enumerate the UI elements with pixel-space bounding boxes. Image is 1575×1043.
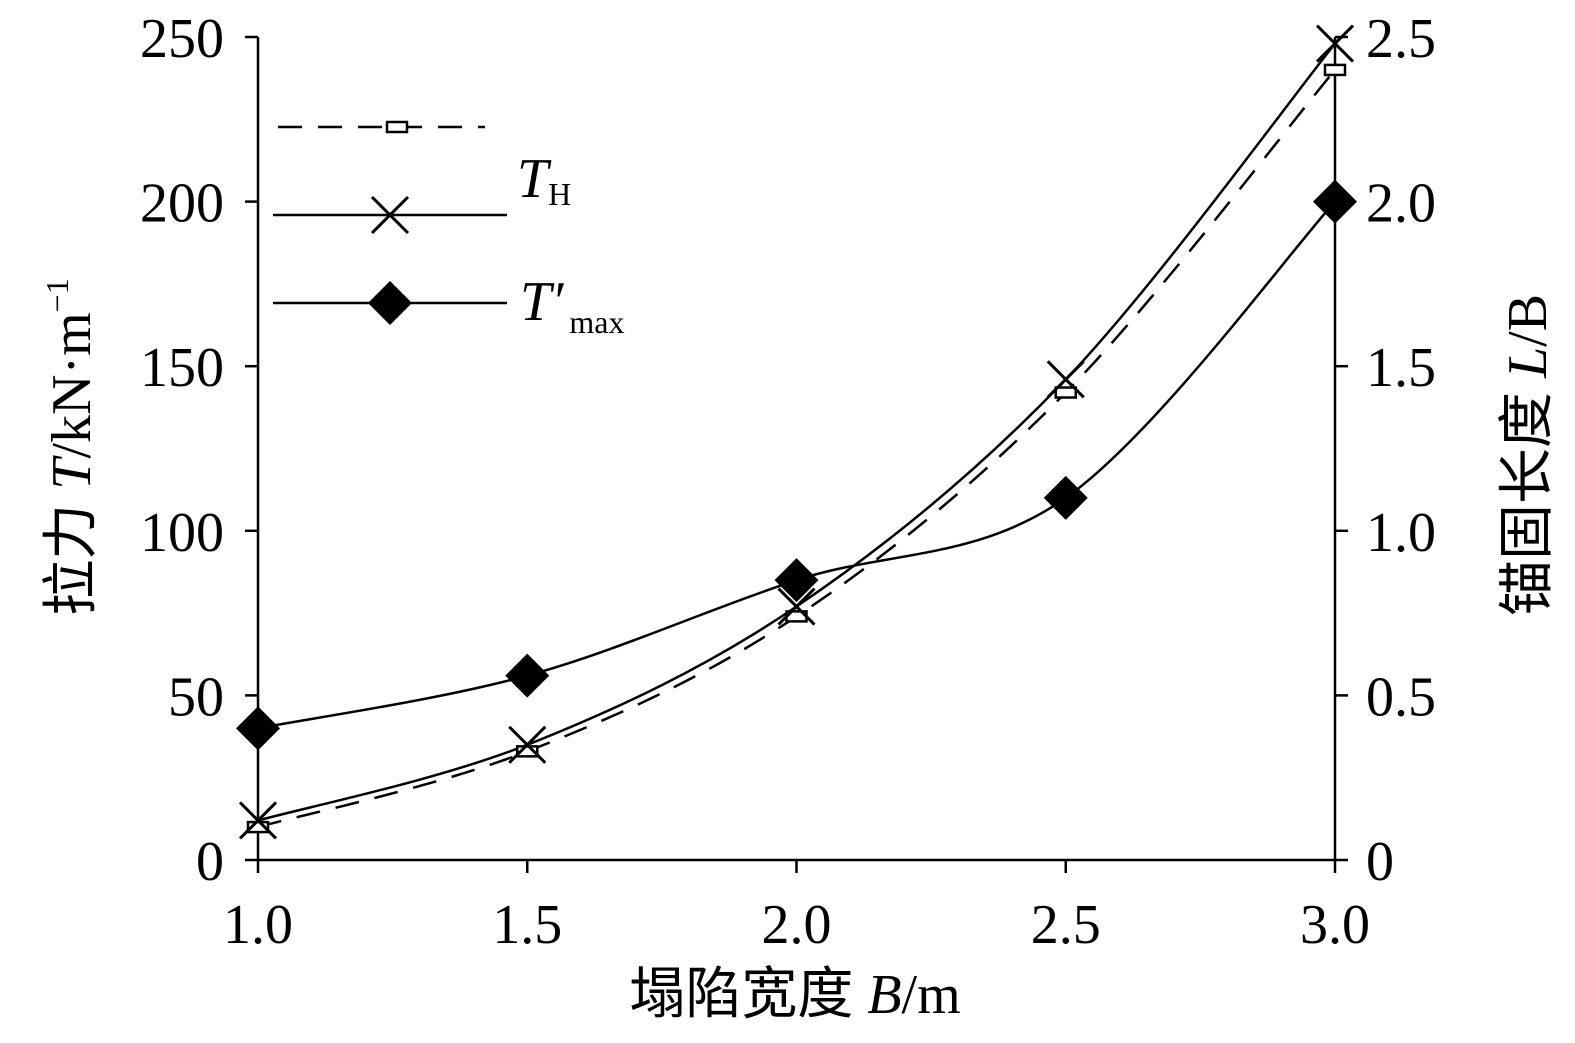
series-line-unlabeled	[257, 69, 1336, 829]
right-y-axis-title: 锚固长度 L/B	[1497, 294, 1559, 616]
series-lines	[257, 42, 1336, 829]
data-point-t-h	[777, 587, 816, 626]
y-axis-title-variable: T	[41, 455, 103, 490]
y-tick-label: 150	[140, 337, 224, 399]
legend-label-subscript: H	[548, 176, 571, 212]
x-tick-label: 1.0	[223, 894, 293, 956]
legend-label-t-h: TH	[517, 148, 571, 212]
y2-tick-label: 2.5	[1366, 8, 1436, 70]
data-point-t-max	[774, 558, 819, 603]
x-axis-title-variable: B	[867, 964, 901, 1026]
legend-label-subscript: max	[569, 304, 624, 340]
legend-entry-t-h: TH	[273, 148, 571, 235]
legend-entry-unlabeled	[278, 120, 485, 134]
series-markers	[236, 24, 1357, 840]
x-tick-label: 1.5	[492, 894, 562, 956]
y-axis-title-unit: /kN·m	[41, 312, 103, 458]
y-tick-label: 100	[140, 502, 224, 564]
data-point-t-max	[236, 706, 280, 751]
data-point-t-max	[1043, 475, 1088, 520]
y2-axis-title-variable: L	[1497, 347, 1559, 379]
data-point-t-h	[1046, 360, 1085, 399]
y2-axis-title-text: 锚固长度	[1497, 392, 1559, 616]
y-tick-label: 250	[140, 8, 224, 70]
data-point-t-h	[238, 801, 278, 840]
y2-tick-label: 0.5	[1366, 666, 1436, 728]
x-tick-label: 2.0	[762, 894, 832, 956]
axis-ticks: 1.0 1.5 2.0 2.5 3.005010015020025000.51.01.5…	[140, 8, 1436, 956]
data-point-t-h	[508, 725, 547, 764]
data-point-t-max	[505, 653, 550, 698]
legend-label-main: T′	[520, 271, 564, 333]
legend: TH T′ max	[273, 120, 625, 340]
data-point-unlabeled	[1323, 63, 1347, 77]
y-tick-label: 200	[140, 173, 224, 235]
legend-rectangle-marker	[385, 120, 409, 134]
x-axis-title-unit: /m	[902, 964, 961, 1026]
legend-entry-t-max: T′ max	[273, 271, 625, 340]
x-axis-title-text: 塌陷宽度	[629, 964, 853, 1026]
left-y-axis-title: 拉力 T/kN·m−1	[39, 278, 103, 615]
y2-axis-title-unit: /B	[1497, 294, 1559, 347]
legend-x-marker	[370, 195, 410, 235]
x-axis-title: 塌陷宽度 B/m	[629, 964, 960, 1026]
legend-label-t-max: T′ max	[520, 271, 625, 340]
y-tick-label: 0	[196, 831, 224, 893]
x-tick-label: 2.5	[1031, 894, 1101, 956]
x-tick-label: 3.0	[1300, 894, 1370, 956]
y2-tick-label: 2.0	[1366, 173, 1436, 235]
data-point-unlabeled	[1054, 386, 1077, 399]
y-axis-title-exponent: −1	[39, 278, 75, 312]
series-line-t-max	[257, 200, 1336, 730]
data-point-t-h	[1315, 24, 1355, 63]
y2-tick-label: 1.5	[1366, 337, 1436, 399]
series-line-t-h	[257, 42, 1336, 822]
legend-diamond-marker	[368, 281, 412, 325]
y2-tick-label: 1.0	[1366, 502, 1436, 564]
y-tick-label: 50	[168, 666, 224, 728]
y-axis-title-text: 拉力	[41, 504, 103, 616]
y2-tick-label: 0	[1366, 831, 1394, 893]
legend-label-main: T	[517, 148, 552, 210]
